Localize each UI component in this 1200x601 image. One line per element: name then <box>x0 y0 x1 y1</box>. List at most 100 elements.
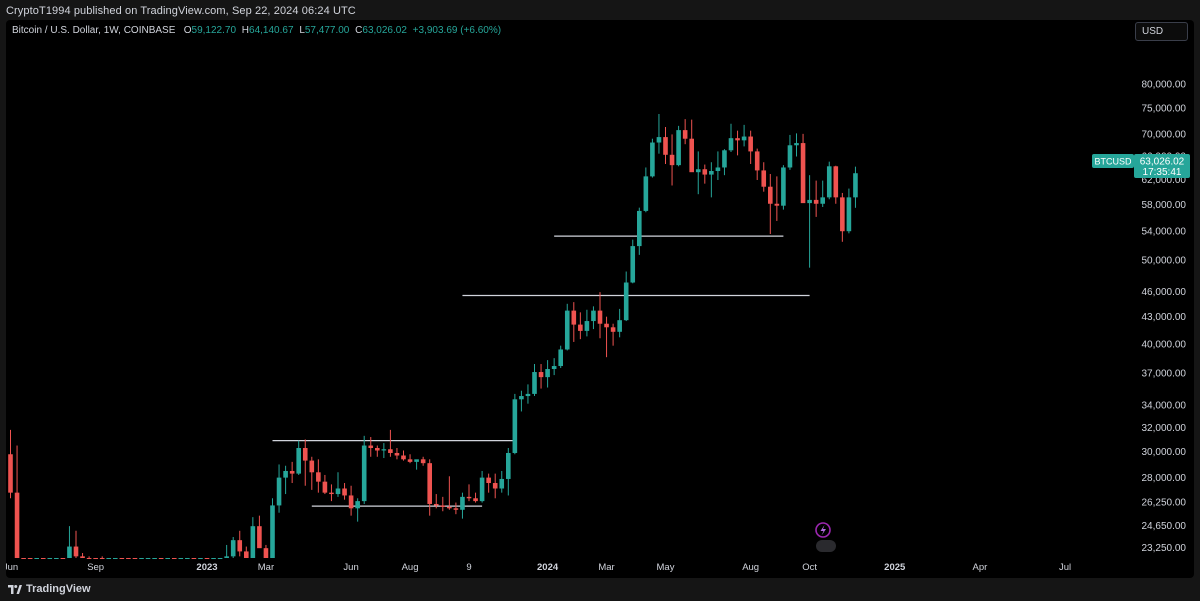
time-tick-label: 2023 <box>196 562 217 573</box>
last-price-tag: BTCUSD 63,026.02 17:35:41 <box>1092 154 1190 178</box>
publish-info: CryptoT1994 published on TradingView.com… <box>0 0 1200 20</box>
candle-body <box>86 558 92 559</box>
candle <box>368 437 374 457</box>
candle <box>499 470 505 493</box>
candle-body <box>283 470 288 478</box>
candle-body <box>394 452 400 456</box>
candle <box>126 558 131 559</box>
candle-body <box>113 558 118 559</box>
drawn-horizontal-lines <box>272 235 810 507</box>
candle <box>545 360 550 388</box>
candle-body <box>643 176 649 211</box>
candle-body <box>355 501 360 509</box>
candle-body <box>597 310 603 324</box>
candle-body <box>604 323 609 328</box>
tradingview-logo-icon[interactable] <box>8 583 22 595</box>
candle-body <box>617 320 622 332</box>
candle-body <box>610 327 616 332</box>
candle <box>257 515 262 549</box>
candle <box>67 526 72 558</box>
candle-body <box>14 492 20 558</box>
candle <box>597 292 603 339</box>
candle-body <box>34 558 39 559</box>
candle <box>60 558 66 559</box>
candle-body <box>270 505 275 558</box>
candle <box>80 553 85 558</box>
currency-selector[interactable]: USD <box>1135 22 1188 41</box>
candle-body <box>191 558 197 559</box>
price-tag-price: 63,026.02 <box>1140 157 1185 168</box>
low-label: L <box>299 25 305 36</box>
candle <box>342 483 347 500</box>
candle-body <box>250 526 256 558</box>
candle <box>119 558 125 559</box>
candle <box>335 472 341 497</box>
candle-body <box>768 186 773 204</box>
price-tick-label: 75,000.00 <box>1142 103 1187 114</box>
candle-body <box>787 145 793 168</box>
candle <box>525 384 531 404</box>
candle-body <box>453 508 459 510</box>
price-tag-bg <box>1134 154 1190 178</box>
chart-pane[interactable]: 80,000.0075,000.0070,000.0066,000.0062,0… <box>6 20 1194 578</box>
candle-body <box>21 558 26 559</box>
candle <box>702 164 708 184</box>
candle-body <box>709 171 714 175</box>
candle <box>800 133 806 204</box>
candle-body <box>60 558 66 559</box>
candle-body <box>152 558 157 559</box>
candle <box>152 558 157 559</box>
candle-body <box>375 448 380 451</box>
time-tick-label: Mar <box>598 562 614 573</box>
time-tick-label: May <box>657 562 675 573</box>
candle-body <box>93 558 98 559</box>
tradingview-brand[interactable]: TradingView <box>26 583 91 595</box>
price-tick-label: 30,000.00 <box>1142 447 1187 458</box>
price-tick-label: 37,000.00 <box>1142 369 1187 380</box>
candle <box>21 558 26 559</box>
candle <box>302 439 308 486</box>
time-tick-label: 2025 <box>884 562 906 573</box>
candle-body <box>119 558 125 559</box>
candle-body <box>414 459 419 462</box>
time-tick-label: 2024 <box>537 562 559 573</box>
candle <box>623 271 629 322</box>
candle-body <box>473 498 478 502</box>
lightning-icon[interactable] <box>815 522 836 552</box>
candle-body <box>630 246 636 283</box>
candle-body <box>257 526 262 549</box>
candle-body <box>139 558 144 559</box>
candle-body <box>401 455 406 460</box>
candle-body <box>158 558 164 559</box>
candle-body <box>781 167 786 206</box>
candle-body <box>348 495 354 509</box>
candle <box>460 492 465 519</box>
candle <box>14 445 20 558</box>
candle-body <box>224 556 229 558</box>
candle-body <box>506 452 511 479</box>
candle-body <box>427 463 432 504</box>
candle <box>650 138 655 178</box>
candle-body <box>309 460 315 473</box>
candle-body <box>335 488 341 495</box>
candle <box>768 173 773 235</box>
low-value: 57,477.00 <box>304 25 350 36</box>
candle-body <box>800 143 806 204</box>
candle-body <box>499 478 505 489</box>
price-axis: 80,000.0075,000.0070,000.0066,000.0062,0… <box>1142 79 1187 554</box>
candle <box>676 125 681 167</box>
candle <box>735 130 740 156</box>
price-tick-label: 24,650.00 <box>1142 521 1187 532</box>
candle-body <box>126 558 131 559</box>
candle <box>27 558 33 559</box>
close-value: 63,026.02 <box>362 25 407 36</box>
price-chart[interactable]: 80,000.0075,000.0070,000.0066,000.0062,0… <box>6 20 1194 578</box>
candle-body <box>813 199 819 204</box>
candle <box>198 558 203 559</box>
candle <box>224 544 229 558</box>
candle-body <box>525 393 531 397</box>
candle-body <box>460 496 465 510</box>
candle <box>381 443 387 459</box>
candle-body <box>204 558 210 559</box>
candle <box>604 316 609 358</box>
